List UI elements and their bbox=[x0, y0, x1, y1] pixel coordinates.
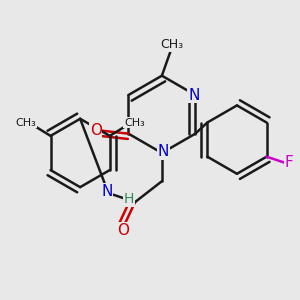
Text: O: O bbox=[90, 123, 102, 138]
Text: CH₃: CH₃ bbox=[161, 38, 184, 51]
Text: N: N bbox=[158, 144, 169, 159]
Text: O: O bbox=[117, 223, 129, 238]
Text: N: N bbox=[188, 88, 200, 103]
Text: F: F bbox=[284, 155, 293, 170]
Text: H: H bbox=[124, 192, 134, 206]
Text: CH₃: CH₃ bbox=[124, 118, 145, 128]
Text: CH₃: CH₃ bbox=[16, 118, 36, 128]
Text: N: N bbox=[101, 184, 112, 199]
